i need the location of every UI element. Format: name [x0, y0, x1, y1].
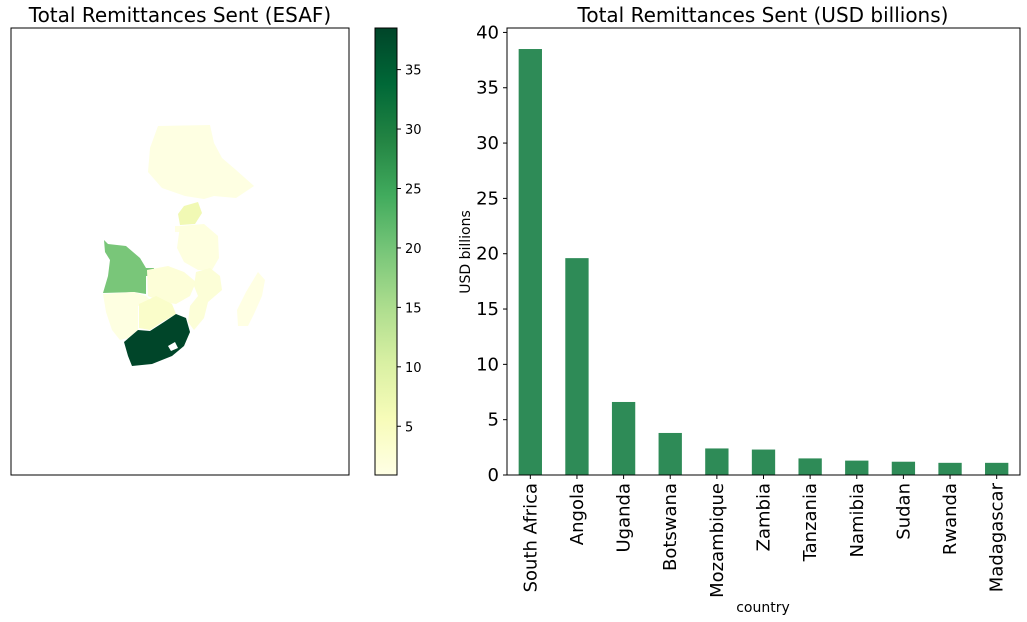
map-region-tanzania: [177, 224, 219, 270]
x-tick-label: Zambia: [754, 483, 775, 551]
x-axis-label: country: [736, 600, 790, 616]
bar-uganda: [611, 401, 636, 475]
map-region-uganda: [178, 202, 202, 225]
y-tick-label: 20: [476, 244, 499, 265]
x-tick-label: Sudan: [893, 483, 914, 540]
map-region-zambia: [147, 266, 196, 304]
x-tick-label: Angola: [567, 483, 588, 545]
colorbar-tick-label: 5: [405, 420, 413, 435]
colorbar-tick-label: 35: [405, 64, 422, 79]
bar-botswana: [658, 432, 682, 475]
x-tick-label: Tanzania: [800, 483, 821, 562]
y-tick-label: 15: [476, 299, 499, 320]
x-tick-label: Botswana: [660, 483, 681, 571]
map-region-madagascar: [237, 272, 265, 326]
bar-mozambique: [705, 448, 729, 475]
y-tick-label: 25: [476, 188, 499, 209]
x-tick-label: Uganda: [614, 483, 635, 553]
y-axis-ticks: 0 5 10 15 20 25 30 35 40: [476, 22, 507, 486]
colorbar-tick-label: 15: [405, 301, 422, 316]
y-tick-label: 30: [476, 133, 499, 154]
map-region-south-africa: [124, 314, 190, 366]
y-tick-label: 35: [476, 78, 499, 99]
map-title: Total Remittances Sent (ESAF): [28, 3, 331, 27]
x-tick-label: Madagascar: [987, 482, 1008, 592]
map-region-botswana: [139, 296, 176, 330]
bar-chart-title: Total Remittances Sent (USD billions): [577, 3, 949, 27]
y-tick-label: 0: [488, 465, 499, 486]
bar-namibia: [845, 460, 869, 475]
y-tick-label: 10: [476, 354, 499, 375]
colorbar-tick-label: 20: [405, 242, 422, 257]
bar-sudan: [891, 461, 916, 475]
colorbar-tick-label: 10: [405, 361, 422, 376]
plot-area: [507, 28, 1020, 475]
colorbar-tick-label: 25: [405, 182, 422, 197]
map-regions: [103, 125, 265, 366]
x-tick-label: South Africa: [520, 483, 541, 592]
colorbar: [374, 27, 398, 476]
x-tick-label: Rwanda: [940, 483, 961, 555]
bar-south-africa: [518, 49, 542, 475]
map-region-mozambique: [188, 268, 222, 330]
colorbar-ticks: 5 10 15 20 25 30 35: [397, 64, 422, 435]
bar-tanzania: [798, 458, 822, 475]
bar-series: [518, 49, 1009, 475]
bar-zambia: [751, 449, 776, 475]
bar-angola: [565, 258, 589, 475]
map-region-namibia: [103, 292, 150, 340]
y-tick-label: 40: [476, 22, 499, 43]
map-region-sudan: [148, 125, 254, 199]
bar-madagascar: [985, 462, 1009, 475]
y-axis-label: USD billions: [458, 210, 474, 294]
bar-rwanda: [938, 462, 962, 475]
x-tick-label: Namibia: [847, 483, 868, 558]
colorbar-tick-label: 30: [405, 123, 422, 138]
x-axis-ticks: South Africa Angola Uganda Botswana Mozambiq…: [520, 475, 1008, 598]
x-tick-label: Mozambique: [707, 483, 728, 598]
map-region-angola: [103, 240, 154, 294]
y-tick-label: 5: [488, 410, 499, 431]
